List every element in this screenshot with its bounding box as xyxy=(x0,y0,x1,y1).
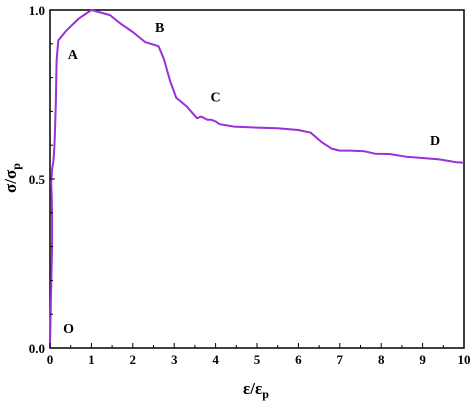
y-axis-ticks: 0.0 0.5 1.0 xyxy=(29,3,55,356)
x-axis-ticks: 0 1 2 3 4 5 6 7 8 9 10 xyxy=(47,343,471,367)
x-axis-label: ε/εp xyxy=(243,379,269,401)
point-label-a: A xyxy=(68,48,79,63)
x-tick-label: 6 xyxy=(295,352,302,367)
point-label-b: B xyxy=(155,21,164,36)
y-tick-label: 0.0 xyxy=(29,341,45,356)
x-tick-label: 2 xyxy=(130,352,137,367)
plot-area xyxy=(49,9,465,349)
point-label-c: C xyxy=(211,90,221,105)
y-axis-label: σ/σp xyxy=(1,163,23,193)
x-tick-label: 1 xyxy=(88,352,95,367)
y-tick-label: 1.0 xyxy=(29,3,45,18)
x-tick-label: 5 xyxy=(254,352,261,367)
x-tick-label: 4 xyxy=(212,352,219,367)
point-label-o: O xyxy=(63,322,74,337)
plot-frame xyxy=(49,9,465,349)
y-tick-label: 0.5 xyxy=(29,172,46,187)
point-annotations: A B C D O xyxy=(63,21,440,337)
x-tick-label: 7 xyxy=(337,352,344,367)
x-tick-label: 9 xyxy=(419,352,426,367)
x-tick-label: 0 xyxy=(47,352,54,367)
series-line-0 xyxy=(49,9,465,349)
x-tick-label: 10 xyxy=(458,352,471,367)
point-label-d: D xyxy=(430,134,440,149)
x-tick-label: 8 xyxy=(378,352,385,367)
x-tick-label: 3 xyxy=(171,352,178,367)
